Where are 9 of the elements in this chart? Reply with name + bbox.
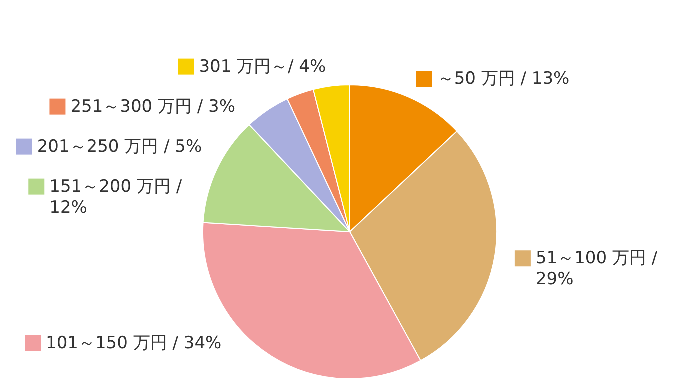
legend-label: 151～200 万円 / <box>50 176 182 197</box>
legend-label: 101～150 万円 / 34% <box>46 334 222 354</box>
legend-label: 51～100 万円 / <box>536 248 658 269</box>
legend-label: 301 万円～/ 4% <box>199 56 326 77</box>
data-label: 12% <box>50 198 88 218</box>
legend-label: 251～300 万円 / 3% <box>70 96 236 117</box>
data-label: 29% <box>536 270 574 290</box>
legend-label: 201～250 万円 / 5% <box>37 136 202 157</box>
legend-label: ～50 万円 / 13% <box>437 69 570 90</box>
